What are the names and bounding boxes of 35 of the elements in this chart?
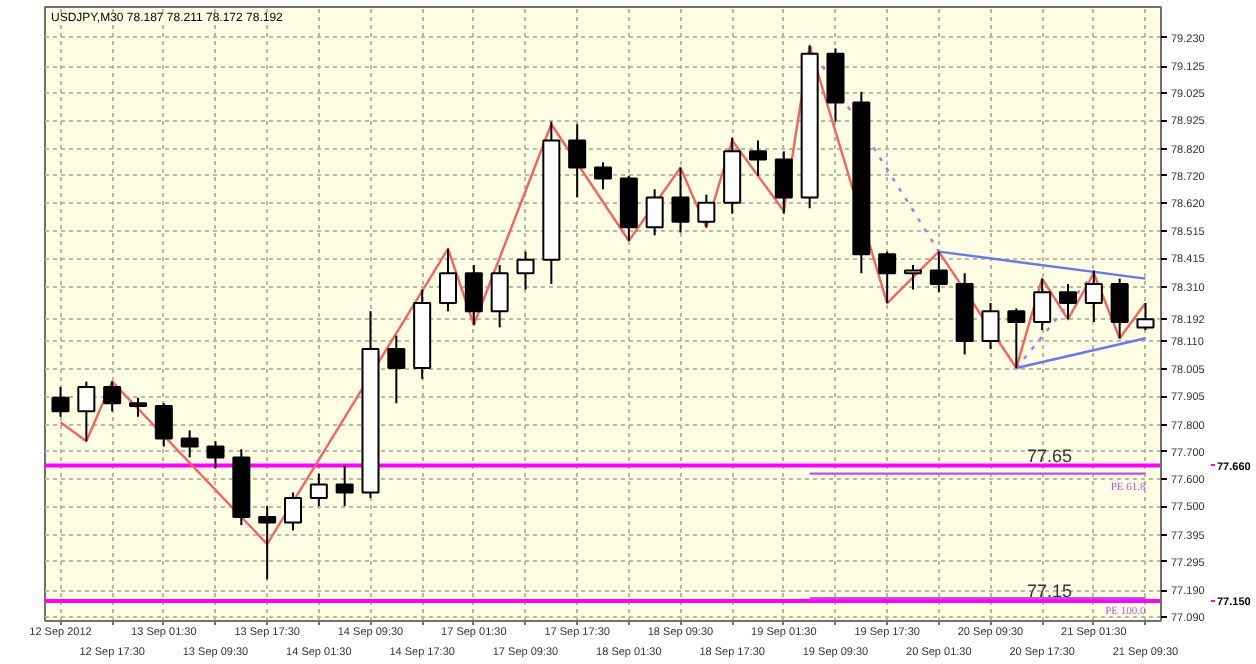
candlestick	[1058, 283, 1078, 321]
candlestick	[154, 402, 173, 448]
candlestick	[1033, 277, 1052, 332]
candlestick	[1007, 307, 1026, 370]
candlestick	[593, 161, 613, 191]
candlestick	[283, 491, 303, 532]
candlestick	[438, 247, 458, 313]
candlestick	[77, 380, 96, 443]
candlestick	[335, 464, 354, 508]
candlestick	[309, 472, 328, 508]
candlestick	[1110, 277, 1129, 340]
candlestick	[387, 334, 406, 405]
ref-line-label: 77.15	[1027, 580, 1073, 601]
line-series	[59, 44, 1147, 546]
candlestick	[103, 380, 122, 413]
candlestick	[748, 139, 768, 177]
candlestick	[128, 396, 148, 418]
candlestick	[490, 264, 509, 329]
candlestick	[697, 193, 716, 229]
candlestick	[180, 429, 199, 459]
candlestick	[671, 166, 690, 234]
candlestick	[645, 188, 664, 237]
candlestick	[464, 264, 483, 326]
candlestick	[929, 250, 948, 294]
candlestick	[878, 250, 897, 305]
candlestick	[568, 123, 587, 199]
candlestick	[258, 505, 277, 581]
candlestick	[516, 250, 535, 291]
candlestick	[51, 385, 70, 418]
candlestick	[1136, 302, 1155, 332]
ref-line-label: 77.65	[1027, 445, 1073, 466]
candlestick	[1084, 269, 1103, 323]
candlestick	[206, 440, 225, 470]
candlestick	[774, 150, 793, 215]
candlestick	[981, 302, 1000, 351]
